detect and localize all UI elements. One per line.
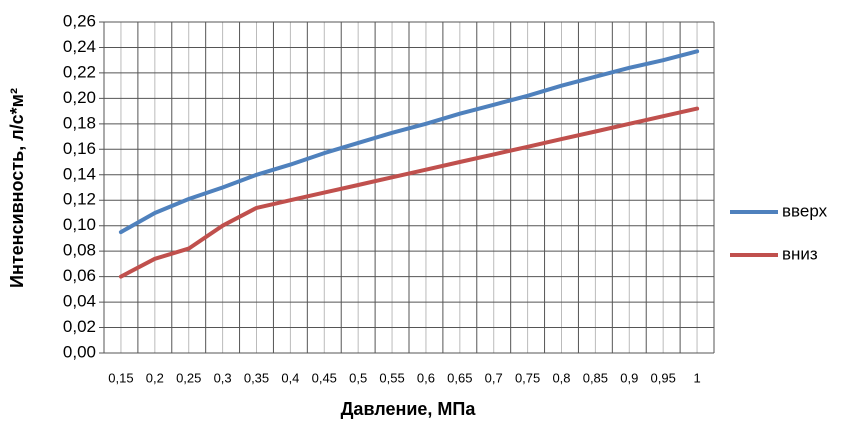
x-tick-label: 0,35 [244, 370, 269, 385]
legend-label: вверх [782, 201, 828, 220]
y-tick-label: 0,04 [63, 292, 96, 311]
x-tick-label: 0,95 [651, 370, 676, 385]
x-tick-label: 0,6 [417, 370, 435, 385]
series-line [118, 49, 700, 235]
x-tick-label: 1 [693, 370, 700, 385]
y-tick-label: 0,26 [63, 11, 96, 30]
x-tick-label: 0,75 [515, 370, 540, 385]
x-tick-label: 0,85 [583, 370, 608, 385]
y-tick-label: 0,02 [63, 317, 96, 336]
x-tick-label: 0,65 [447, 370, 472, 385]
x-tick-label: 0,9 [620, 370, 638, 385]
x-tick-label: 0,8 [552, 370, 570, 385]
y-tick-label: 0,06 [63, 266, 96, 285]
x-tick-label: 0,7 [485, 370, 503, 385]
y-tick-label: 0,08 [63, 241, 96, 260]
x-tick-label: 0,5 [349, 370, 367, 385]
y-tick-label: 0,22 [63, 62, 96, 81]
x-axis-title: Давление, МПа [341, 399, 477, 419]
x-tick-label: 0,45 [312, 370, 337, 385]
y-tick-label: 0,10 [63, 215, 96, 234]
y-axis-title: Интенсивность, л/с*м² [7, 88, 27, 288]
x-tick-label: 0,4 [281, 370, 299, 385]
y-tick-label: 0,24 [63, 37, 96, 56]
y-tick-label: 0,14 [63, 164, 96, 183]
x-tick-label: 0,25 [176, 370, 201, 385]
y-tick-label: 0,16 [63, 139, 96, 158]
y-tick-label: 0,20 [63, 88, 96, 107]
x-tick-label: 0,15 [108, 370, 133, 385]
legend-label: вниз [782, 244, 818, 263]
series-line [118, 106, 700, 279]
x-tick-label: 0,3 [214, 370, 232, 385]
x-tick-label: 0,55 [379, 370, 404, 385]
x-tick-label: 0,2 [146, 370, 164, 385]
y-tick-label: 0,18 [63, 113, 96, 132]
y-tick-label: 0,00 [63, 342, 96, 361]
y-tick-label: 0,12 [63, 190, 96, 209]
